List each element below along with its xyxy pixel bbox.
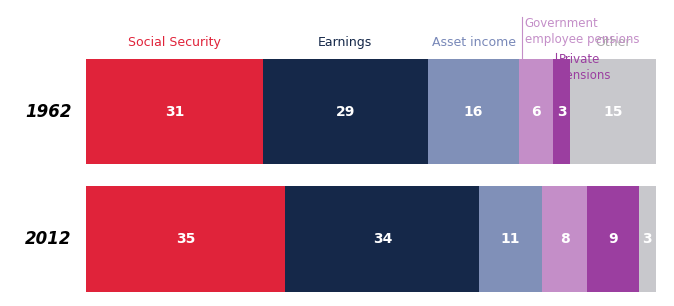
Text: 1962: 1962 [26,103,71,121]
Text: 6: 6 [531,105,541,119]
Text: 16: 16 [464,105,483,119]
Text: 34: 34 [373,232,392,246]
Text: Other: Other [595,36,631,49]
Text: Earnings: Earnings [318,36,373,49]
Bar [86,59,263,164]
Bar [542,186,588,292]
Text: Asset income: Asset income [431,36,516,49]
Bar [428,59,519,164]
Bar [570,59,656,164]
Bar [86,186,286,292]
Text: 15: 15 [603,105,623,119]
Text: 29: 29 [336,105,355,119]
Text: 8: 8 [560,232,570,246]
Text: 35: 35 [176,232,195,246]
Text: 3: 3 [642,232,652,246]
Bar [263,59,428,164]
Text: Government
employee pensions: Government employee pensions [525,17,640,47]
Text: 11: 11 [501,232,520,246]
Text: Social Security: Social Security [128,36,221,49]
Text: 31: 31 [164,105,184,119]
Text: 9: 9 [609,232,618,246]
Bar [519,59,553,164]
Bar [588,186,639,292]
Text: 2012: 2012 [26,230,71,248]
Text: 3: 3 [557,105,567,119]
Text: Private
pensions: Private pensions [559,54,611,83]
Bar [639,186,656,292]
Bar [479,186,542,292]
Bar [286,186,479,292]
Bar [553,59,570,164]
